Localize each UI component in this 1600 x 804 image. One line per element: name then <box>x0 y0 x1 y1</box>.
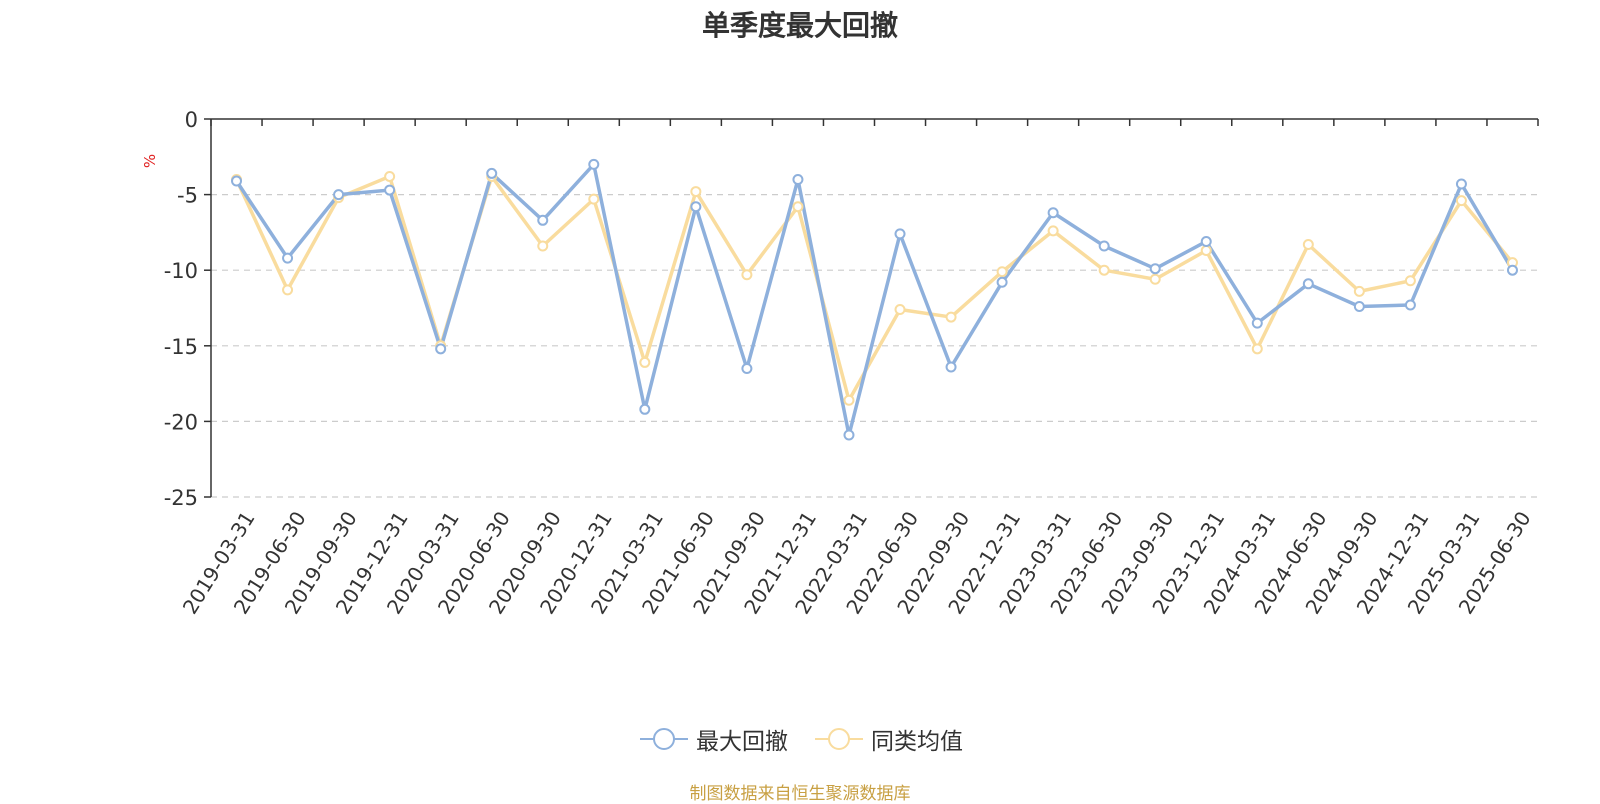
data-point-series1[interactable] <box>1098 240 1110 252</box>
data-point-series1[interactable] <box>741 362 753 374</box>
legend: 最大回撤 同类均值 <box>0 722 1600 756</box>
data-point-series1[interactable] <box>792 173 804 185</box>
data-point-series1[interactable] <box>588 158 600 170</box>
data-point-series2[interactable] <box>1353 285 1365 297</box>
data-point-series1[interactable] <box>282 252 294 264</box>
data-point-series1[interactable] <box>945 361 957 373</box>
data-point-series1[interactable] <box>639 403 651 415</box>
data-point-series2[interactable] <box>1251 343 1263 355</box>
data-point-series2[interactable] <box>1404 275 1416 287</box>
data-point-series1[interactable] <box>537 214 549 226</box>
data-point-series2[interactable] <box>1047 225 1059 237</box>
data-point-series1[interactable] <box>1302 278 1314 290</box>
data-point-series2[interactable] <box>996 266 1008 278</box>
data-point-series2[interactable] <box>792 201 804 213</box>
data-point-series1[interactable] <box>1047 207 1059 219</box>
y-tick-labels: 0 -5 -10 -15 -20 -25 <box>164 108 198 510</box>
y-tick-label: -15 <box>164 335 198 359</box>
y-tick-label: -10 <box>164 259 198 283</box>
data-point-series2[interactable] <box>1302 238 1314 250</box>
line-chart: 0 -5 -10 -15 -20 -25 2019-03-312019-06-302019… <box>164 108 1539 618</box>
data-point-series1[interactable] <box>1404 299 1416 311</box>
x-tick-labels: 2019-03-312019-06-302019-09-302019-12-31… <box>178 507 1536 618</box>
data-point-series2[interactable] <box>741 269 753 281</box>
data-point-series2[interactable] <box>384 170 396 182</box>
chart-title: 单季度最大回撤 <box>701 9 898 42</box>
legend-item-series1[interactable]: 最大回撤 <box>640 722 788 756</box>
data-point-series1[interactable] <box>996 276 1008 288</box>
data-point-series1[interactable] <box>333 189 345 201</box>
grid-lines <box>211 194 1538 498</box>
series-lines <box>231 158 1518 441</box>
legend-marker-series2 <box>815 728 863 750</box>
y-tick-label: -5 <box>177 184 198 208</box>
data-point-series1[interactable] <box>384 184 396 196</box>
data-point-series1[interactable] <box>690 201 702 213</box>
data-point-series1[interactable] <box>1455 178 1467 190</box>
data-point-series1[interactable] <box>1149 263 1161 275</box>
data-point-series2[interactable] <box>1098 264 1110 276</box>
data-point-series2[interactable] <box>282 284 294 296</box>
data-point-series1[interactable] <box>1200 235 1212 247</box>
data-point-series1[interactable] <box>1506 264 1518 276</box>
series-line-1 <box>235 162 1514 437</box>
axes <box>204 118 1539 498</box>
y-tick-label: 0 <box>185 108 198 132</box>
data-point-series1[interactable] <box>435 343 447 355</box>
data-point-series2[interactable] <box>843 394 855 406</box>
data-point-series2[interactable] <box>588 193 600 205</box>
data-point-series2[interactable] <box>1200 245 1212 257</box>
data-point-series1[interactable] <box>1251 317 1263 329</box>
data-point-series1[interactable] <box>894 228 906 240</box>
data-point-series2[interactable] <box>639 356 651 368</box>
y-tick-label: -20 <box>164 410 198 434</box>
data-point-series2[interactable] <box>690 186 702 198</box>
data-point-series2[interactable] <box>945 311 957 323</box>
y-tick-label: -25 <box>164 486 198 510</box>
data-point-series2[interactable] <box>894 304 906 316</box>
data-point-series2[interactable] <box>1455 195 1467 207</box>
legend-label-series1: 最大回撤 <box>696 729 788 755</box>
data-point-series1[interactable] <box>486 167 498 179</box>
legend-item-series2[interactable]: 同类均值 <box>815 722 963 756</box>
data-point-series2[interactable] <box>1149 273 1161 285</box>
legend-label-series2: 同类均值 <box>871 729 963 755</box>
data-point-series1[interactable] <box>1353 300 1365 312</box>
data-point-series2[interactable] <box>537 240 549 252</box>
data-point-series1[interactable] <box>843 429 855 441</box>
legend-marker-series1 <box>640 728 688 750</box>
data-source-note: 制图数据来自恒生聚源数据库 <box>689 784 911 804</box>
data-point-series1[interactable] <box>231 175 243 187</box>
